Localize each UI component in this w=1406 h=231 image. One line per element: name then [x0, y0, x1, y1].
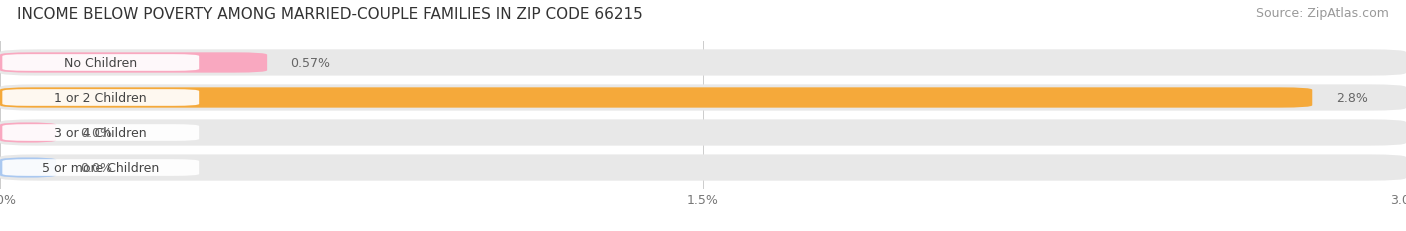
Text: INCOME BELOW POVERTY AMONG MARRIED-COUPLE FAMILIES IN ZIP CODE 66215: INCOME BELOW POVERTY AMONG MARRIED-COUPL… [17, 7, 643, 22]
FancyBboxPatch shape [3, 55, 200, 71]
Text: 1 or 2 Children: 1 or 2 Children [55, 92, 148, 105]
FancyBboxPatch shape [0, 50, 1406, 76]
FancyBboxPatch shape [0, 123, 56, 143]
FancyBboxPatch shape [3, 160, 200, 176]
FancyBboxPatch shape [0, 155, 1406, 181]
FancyBboxPatch shape [0, 88, 1312, 108]
Text: No Children: No Children [65, 57, 138, 70]
Text: 3 or 4 Children: 3 or 4 Children [55, 126, 148, 139]
FancyBboxPatch shape [0, 85, 1406, 111]
FancyBboxPatch shape [0, 120, 1406, 146]
FancyBboxPatch shape [0, 53, 267, 73]
Text: 0.57%: 0.57% [291, 57, 330, 70]
FancyBboxPatch shape [0, 158, 56, 178]
FancyBboxPatch shape [3, 125, 200, 141]
Text: 0.0%: 0.0% [80, 126, 111, 139]
FancyBboxPatch shape [3, 90, 200, 106]
Text: Source: ZipAtlas.com: Source: ZipAtlas.com [1256, 7, 1389, 20]
Text: 2.8%: 2.8% [1336, 92, 1368, 105]
Text: 5 or more Children: 5 or more Children [42, 161, 159, 174]
Text: 0.0%: 0.0% [80, 161, 111, 174]
